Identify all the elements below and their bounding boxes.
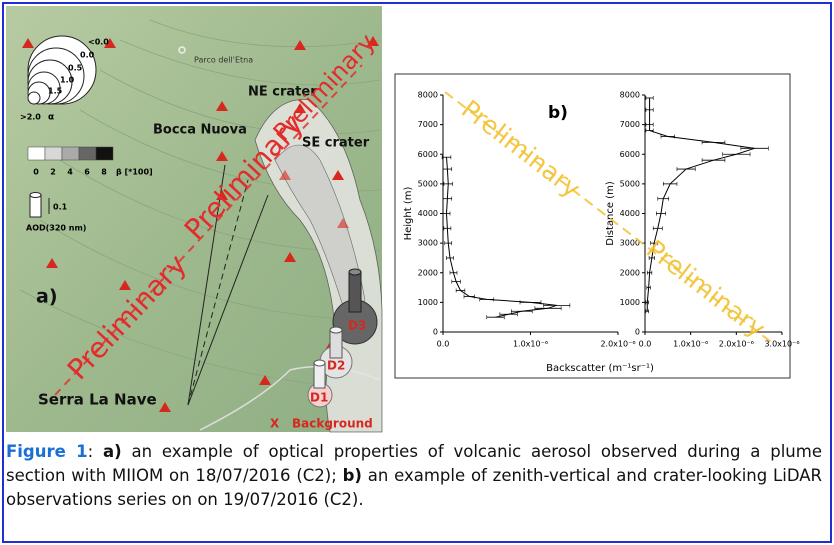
x-tick-label: 0.0: [639, 340, 652, 349]
map-label: Bocca Nuova: [153, 123, 247, 138]
x-axis-label: Backscatter (m⁻¹sr⁻¹): [546, 363, 654, 374]
background-marker: X: [270, 417, 280, 431]
y-tick-label: 3000: [418, 239, 438, 248]
y-tick-label: 6000: [620, 150, 640, 159]
station-label: D2: [327, 359, 345, 373]
y-axis-label: Distance (m): [605, 181, 616, 246]
y-tick-label: 0: [433, 328, 438, 337]
caption-text: :: [88, 442, 103, 461]
y-tick-label: 5000: [620, 179, 640, 188]
legend-label: <0.0: [88, 38, 109, 47]
legend-label: AOD(320 nm): [26, 224, 86, 233]
x-tick-label: 1.0x10⁻⁶: [513, 340, 548, 349]
station-label: D1: [310, 391, 328, 405]
y-tick-label: 8000: [620, 91, 640, 100]
y-tick-label: 6000: [418, 150, 438, 159]
y-tick-label: 4000: [620, 209, 640, 218]
panel-label: b): [548, 103, 568, 123]
legend-label: 8: [101, 168, 107, 177]
map-label: Parco dell'Etna: [194, 56, 253, 65]
map: Parco dell'Etna NE crater Bocca Nuova SE…: [6, 6, 382, 432]
map-label: SE crater: [302, 136, 370, 151]
legend-label: 0.0: [80, 51, 95, 60]
x-tick-label: 1.0x10⁻⁶: [673, 340, 708, 349]
legend-label: 6: [84, 168, 90, 177]
y-tick-label: 1000: [418, 298, 438, 307]
y-tick-label: 7000: [620, 120, 640, 129]
caption: Figure 1: a) an example of optical prope…: [6, 440, 822, 512]
legend-label: β [*100]: [116, 168, 153, 177]
legend-label: α: [48, 113, 54, 123]
figure: Parco dell'Etna NE crater Bocca Nuova SE…: [0, 0, 834, 440]
legend-label: 1.0: [60, 76, 75, 85]
y-tick-label: 4000: [418, 209, 438, 218]
legend-label: 1.5: [48, 87, 63, 96]
x-tick-label: 2.0x10⁻⁶: [719, 340, 754, 349]
station-label: D3: [348, 319, 366, 333]
y-tick-label: 5000: [418, 179, 438, 188]
map-label: Background: [292, 417, 373, 431]
y-tick-label: 8000: [418, 91, 438, 100]
caption-text: a): [103, 442, 122, 461]
x-tick-label: 0.0: [437, 340, 450, 349]
figure-label: Figure 1: [6, 442, 88, 461]
legend-label: 0.1: [53, 203, 68, 212]
legend-label: 0.5: [68, 64, 83, 73]
y-tick-label: 2000: [620, 268, 640, 277]
panel-label: a): [36, 286, 58, 308]
y-tick-label: 2000: [418, 268, 438, 277]
caption-text: b): [343, 466, 362, 485]
y-tick-label: 0: [635, 328, 640, 337]
legend-label: >2.0: [20, 113, 41, 122]
y-axis-label: Height (m): [403, 187, 414, 241]
y-tick-label: 7000: [418, 120, 438, 129]
legend-label: 2: [50, 168, 56, 177]
page: Parco dell'Etna NE crater Bocca Nuova SE…: [0, 0, 834, 545]
beta-legend: [28, 147, 113, 160]
legend-label: 4: [67, 168, 73, 177]
y-tick-label: 1000: [620, 298, 640, 307]
legend-label: 0: [33, 168, 39, 177]
x-tick-label: 2.0x10⁻⁶: [600, 340, 635, 349]
